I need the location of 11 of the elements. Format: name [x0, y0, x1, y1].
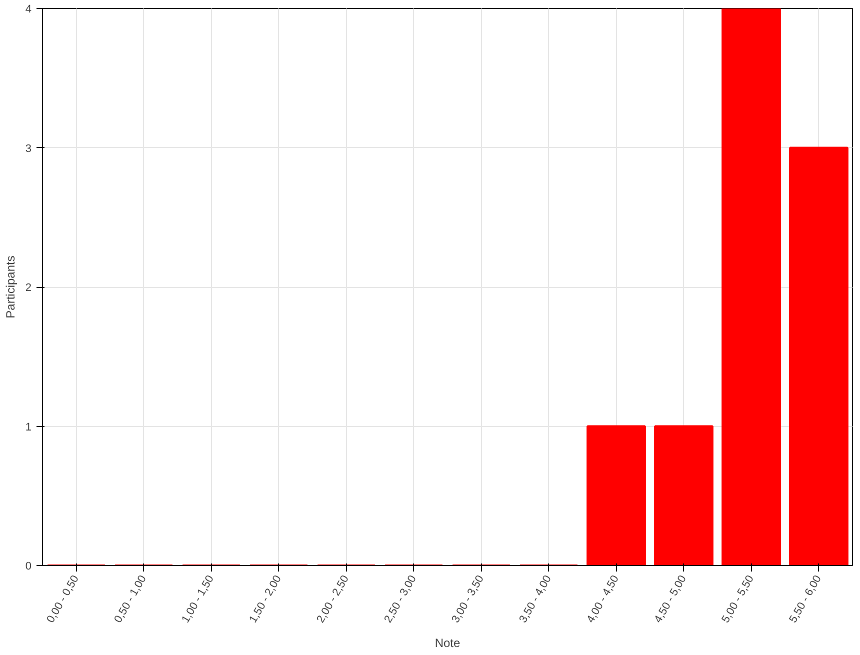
y-tick-label: 4: [25, 4, 32, 16]
y-tick-label: 2: [25, 282, 32, 294]
y-tick-label: 3: [25, 142, 32, 155]
y-tick-label: 0: [25, 560, 32, 572]
y-axis-title: Participants: [3, 256, 18, 318]
bar: [586, 425, 646, 566]
x-axis-title: Note: [434, 636, 460, 650]
bar: [789, 146, 848, 566]
y-tick-label: 1: [25, 421, 32, 434]
bar: [722, 8, 781, 566]
bar: [654, 425, 714, 566]
